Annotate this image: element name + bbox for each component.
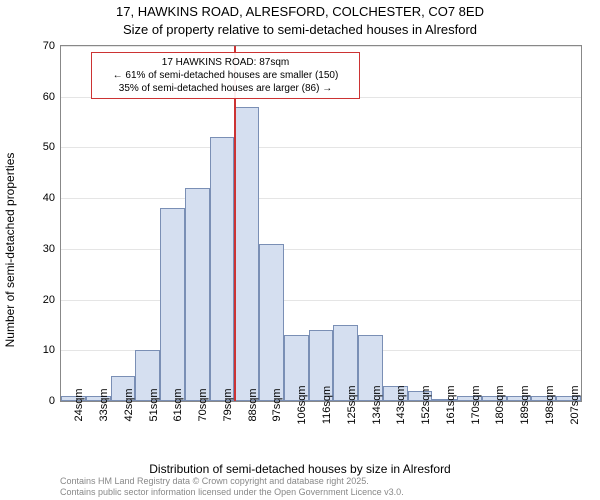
histogram-bar bbox=[185, 188, 210, 401]
histogram-bar bbox=[160, 208, 185, 401]
y-tick-label: 10 bbox=[43, 344, 55, 356]
x-tick-label: 189sqm bbox=[519, 385, 531, 424]
y-tick-label: 20 bbox=[43, 294, 55, 306]
x-tick-label: 79sqm bbox=[222, 388, 234, 421]
histogram-bar bbox=[234, 107, 259, 401]
gridline bbox=[61, 147, 581, 148]
x-tick-label: 97sqm bbox=[271, 388, 283, 421]
marker-line bbox=[234, 46, 236, 401]
footer-line-1: Contains HM Land Registry data © Crown c… bbox=[60, 476, 404, 487]
histogram-bar bbox=[259, 244, 284, 401]
y-tick-label: 50 bbox=[43, 141, 55, 153]
x-tick-label: 170sqm bbox=[470, 385, 482, 424]
x-tick-label: 180sqm bbox=[494, 385, 506, 424]
y-tick-label: 60 bbox=[43, 91, 55, 103]
x-tick-label: 24sqm bbox=[73, 388, 85, 421]
x-tick-label: 161sqm bbox=[445, 385, 457, 424]
x-tick-label: 33sqm bbox=[98, 388, 110, 421]
x-tick-label: 134sqm bbox=[371, 385, 383, 424]
x-tick-label: 116sqm bbox=[321, 386, 333, 424]
x-tick-label: 51sqm bbox=[148, 388, 160, 421]
x-tick-label: 198sqm bbox=[544, 385, 556, 424]
chart-title-1: 17, HAWKINS ROAD, ALRESFORD, COLCHESTER,… bbox=[0, 4, 600, 19]
x-tick-label: 207sqm bbox=[569, 385, 581, 424]
x-tick-label: 143sqm bbox=[395, 385, 407, 424]
annotation-line-1: 17 HAWKINS ROAD: 87sqm bbox=[98, 56, 353, 69]
y-tick-label: 30 bbox=[43, 243, 55, 255]
x-tick-label: 125sqm bbox=[346, 385, 358, 424]
x-tick-label: 88sqm bbox=[247, 388, 259, 421]
gridline bbox=[61, 249, 581, 250]
annotation-line-3: 35% of semi-detached houses are larger (… bbox=[98, 82, 353, 95]
x-tick-label: 70sqm bbox=[197, 388, 209, 421]
footer-attribution: Contains HM Land Registry data © Crown c… bbox=[60, 476, 404, 498]
chart-container: 17, HAWKINS ROAD, ALRESFORD, COLCHESTER,… bbox=[0, 0, 600, 500]
gridline bbox=[61, 300, 581, 301]
x-tick-label: 61sqm bbox=[172, 388, 184, 421]
y-tick-label: 70 bbox=[43, 40, 55, 52]
x-axis-label: Distribution of semi-detached houses by … bbox=[0, 462, 600, 476]
y-axis-label: Number of semi-detached properties bbox=[3, 153, 17, 348]
y-tick-label: 0 bbox=[49, 395, 55, 407]
gridline bbox=[61, 46, 581, 47]
y-tick-label: 40 bbox=[43, 192, 55, 204]
plot-area: 01020304050607024sqm33sqm42sqm51sqm61sqm… bbox=[60, 45, 582, 402]
annotation-line-2: ← 61% of semi-detached houses are smalle… bbox=[98, 69, 353, 82]
histogram-bar bbox=[210, 137, 235, 401]
chart-title-2: Size of property relative to semi-detach… bbox=[0, 22, 600, 37]
x-tick-label: 42sqm bbox=[123, 388, 135, 421]
annotation-box: 17 HAWKINS ROAD: 87sqm← 61% of semi-deta… bbox=[91, 52, 360, 99]
gridline bbox=[61, 198, 581, 199]
x-tick-label: 106sqm bbox=[296, 385, 308, 424]
footer-line-2: Contains public sector information licen… bbox=[60, 487, 404, 498]
x-tick-label: 152sqm bbox=[420, 385, 432, 424]
